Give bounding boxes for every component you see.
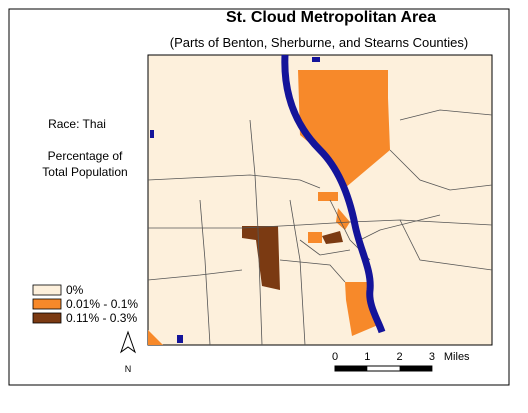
scale-bar: 0 1 2 3 Miles: [332, 351, 470, 372]
legend-variable: Race: Thai: [48, 117, 106, 131]
page-frame: [8, 8, 510, 386]
lake: [150, 130, 154, 138]
tract: [336, 208, 350, 230]
legend-measure: Total Population: [42, 165, 127, 179]
subtitle: (Parts of Benton, Sherburne, and Stearns…: [170, 35, 468, 50]
legend: 0%0.01% - 0.1%0.11% - 0.3%: [32, 283, 138, 325]
north-arrow: [120, 330, 136, 354]
scale-label: 1: [364, 351, 370, 363]
tract: [242, 226, 280, 290]
scale-label: 3: [429, 351, 435, 363]
lake: [177, 335, 183, 343]
legend-swatch: [32, 298, 62, 310]
tract: [318, 192, 338, 201]
tract: [308, 232, 322, 243]
legend-label: 0%: [66, 283, 84, 297]
scale-label: 0: [332, 351, 338, 363]
map: [147, 54, 493, 346]
tract: [298, 70, 390, 188]
tract: [322, 231, 343, 244]
scale-unit: Miles: [444, 351, 470, 363]
lake: [312, 57, 320, 62]
legend-swatch: [32, 312, 62, 324]
title: St. Cloud Metropolitan Area: [226, 9, 436, 26]
scale-segment: [399, 366, 432, 371]
legend-label: 0.01% - 0.1%: [66, 297, 138, 311]
river: [281, 54, 386, 334]
tract: [148, 330, 163, 345]
legend-label: 0.11% - 0.3%: [66, 311, 137, 325]
scale-label: 2: [397, 351, 403, 363]
legend-swatch: [32, 284, 62, 296]
legend-measure: Percentage of: [48, 149, 123, 163]
brown-tracts: [242, 226, 343, 290]
scale-segment: [335, 366, 368, 371]
north-label: N: [125, 364, 132, 374]
